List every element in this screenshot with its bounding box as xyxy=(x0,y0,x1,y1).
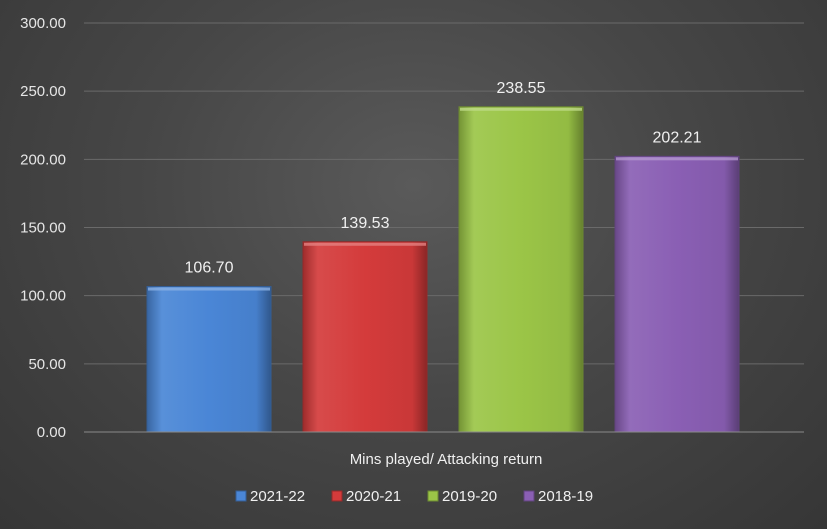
bar-bevel-2021-22 xyxy=(148,287,270,291)
data-label-2021-22: 106.70 xyxy=(185,260,234,277)
legend-swatch-2021-22 xyxy=(235,490,247,502)
bars xyxy=(146,106,740,433)
legend-label-2020-21: 2020-21 xyxy=(346,488,401,505)
data-labels: 106.70 139.53 238.55 202.21 xyxy=(185,80,702,277)
y-tick-label: 100.00 xyxy=(20,288,66,305)
data-label-2019-20: 238.55 xyxy=(497,80,546,97)
bar-bevel-2018-19 xyxy=(616,157,738,161)
data-label-2020-21: 139.53 xyxy=(341,215,390,232)
bar-2019-20 xyxy=(458,106,584,433)
y-tick-label: 300.00 xyxy=(20,15,66,32)
legend-label-2019-20: 2019-20 xyxy=(442,488,497,505)
y-tick-label: 50.00 xyxy=(28,356,66,373)
legend-label-2021-22: 2021-22 xyxy=(250,488,305,505)
legend-swatch-2020-21 xyxy=(331,490,343,502)
y-tick-label: 250.00 xyxy=(20,83,66,100)
y-axis: 0.00 50.00 100.00 150.00 200.00 250.00 300.00 xyxy=(20,15,66,441)
legend: 2021-22 2020-21 2019-20 2018-19 xyxy=(235,488,593,505)
y-tick-label: 0.00 xyxy=(37,424,66,441)
legend-label-2018-19: 2018-19 xyxy=(538,488,593,505)
bar-2018-19 xyxy=(614,155,740,433)
y-tick-label: 200.00 xyxy=(20,151,66,168)
y-tick-label: 150.00 xyxy=(20,220,66,237)
bar-bevel-2020-21 xyxy=(304,242,426,246)
legend-swatch-2018-19 xyxy=(523,490,535,502)
data-label-2018-19: 202.21 xyxy=(653,129,702,146)
legend-swatch-2019-20 xyxy=(427,490,439,502)
category-label: Mins played/ Attacking return xyxy=(350,451,543,468)
bar-2021-22 xyxy=(146,286,272,433)
bar-2020-21 xyxy=(302,241,428,433)
bar-bevel-2019-20 xyxy=(460,107,582,111)
